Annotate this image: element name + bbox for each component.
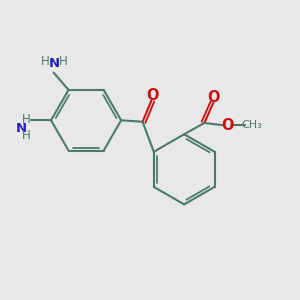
Text: CH₃: CH₃ (241, 120, 262, 130)
Text: H: H (22, 129, 30, 142)
Text: N: N (16, 122, 27, 135)
Text: N: N (48, 57, 60, 70)
Text: O: O (208, 91, 220, 106)
Text: O: O (146, 88, 159, 104)
Text: O: O (221, 118, 233, 133)
Text: H: H (22, 113, 30, 126)
Text: H: H (59, 55, 68, 68)
Text: H: H (40, 55, 49, 68)
